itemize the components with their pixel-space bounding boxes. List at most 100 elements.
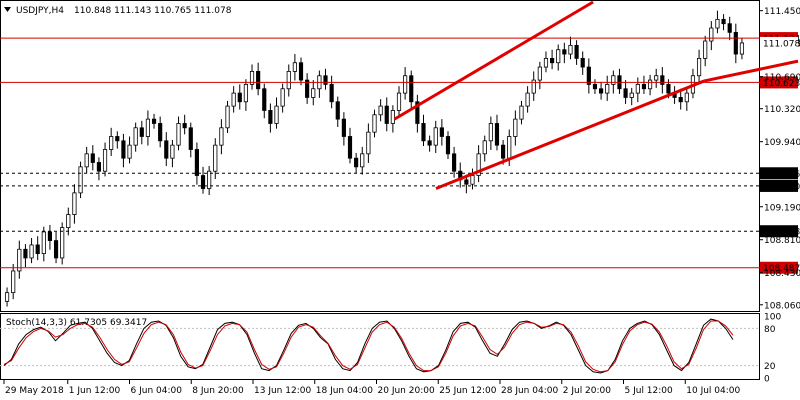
candle-body xyxy=(60,227,65,259)
candle xyxy=(347,127,353,164)
price-tick-label: 110.320 xyxy=(764,105,800,115)
candle-body xyxy=(200,175,206,189)
candle xyxy=(403,67,408,100)
level-price-tag xyxy=(760,225,798,238)
candle-body xyxy=(501,144,506,159)
candle-body xyxy=(513,118,518,137)
candle xyxy=(4,287,10,307)
candle-body xyxy=(611,75,616,85)
candle xyxy=(660,67,665,94)
time-tick-label: 8 Jun 20:00 xyxy=(192,386,244,396)
level-price-label: 109.430 xyxy=(763,182,800,192)
candle-body xyxy=(53,240,59,259)
candle xyxy=(329,75,334,109)
candle xyxy=(654,68,659,88)
time-tick-label: 6 Jun 04:00 xyxy=(131,386,183,396)
candle-body xyxy=(427,140,432,146)
candle xyxy=(17,240,22,279)
candle-body xyxy=(421,123,426,142)
candle xyxy=(84,146,89,174)
stoch-lines xyxy=(3,318,734,374)
candle-body xyxy=(525,92,530,107)
candle-body xyxy=(396,92,402,111)
price-tick-label: 109.190 xyxy=(764,203,800,213)
candle-body xyxy=(225,105,230,129)
candle-body xyxy=(35,244,40,255)
candle-body xyxy=(23,248,28,259)
candle xyxy=(580,51,585,75)
candle xyxy=(641,75,647,94)
candle xyxy=(415,94,420,133)
candle xyxy=(60,222,65,265)
candle-body xyxy=(476,153,481,176)
time-tick-label: 10 Jul 04:00 xyxy=(686,386,740,396)
stoch-title-text: Stoch(14,3,3) 61.7305 69.3417 xyxy=(6,318,147,328)
candle-body xyxy=(709,27,714,42)
candle-body xyxy=(556,49,561,64)
candle-body xyxy=(470,175,475,185)
dropdown-arrow-icon[interactable] xyxy=(4,7,11,12)
candle-body xyxy=(249,71,255,85)
symbol-label: USDJPY,H4 xyxy=(16,6,64,16)
candle xyxy=(543,51,549,73)
candle-body xyxy=(727,23,732,33)
candle xyxy=(519,100,524,125)
candle-body xyxy=(305,79,310,98)
candle xyxy=(733,23,738,64)
candle-body xyxy=(605,84,610,94)
candle-body xyxy=(531,79,536,94)
candle xyxy=(213,138,218,179)
candle xyxy=(182,114,187,135)
trendline-extension xyxy=(703,59,799,83)
time-axis: 29 May 2018 1 Jun 12:00 6 Jun 04:00 8 Jun 2… xyxy=(3,380,740,396)
stoch-line-signal xyxy=(3,320,734,373)
time-tick-label: 18 Jun 04:00 xyxy=(316,386,373,396)
stoch-title: Stoch(14,3,3) 61.7305 69.3417 xyxy=(6,318,147,328)
candle-body xyxy=(696,57,702,77)
candle-body xyxy=(158,123,163,142)
candle-body xyxy=(96,162,102,172)
candle-body xyxy=(311,88,316,98)
candle-body xyxy=(586,66,591,85)
level-price-label: 108.908 xyxy=(763,228,800,238)
candle xyxy=(256,62,261,96)
candle xyxy=(727,16,732,41)
candle-body xyxy=(635,84,640,94)
candle-body xyxy=(323,75,328,85)
candle-body xyxy=(654,75,659,81)
candle-body xyxy=(231,92,236,107)
candle-body xyxy=(647,79,653,90)
candle xyxy=(562,42,567,64)
candle xyxy=(574,40,579,65)
candle xyxy=(145,110,150,146)
candle xyxy=(513,110,518,146)
time-tick-label: 20 Jun 20:00 xyxy=(378,386,435,396)
candle-body xyxy=(494,123,500,146)
candle xyxy=(696,49,702,83)
candle-body xyxy=(580,57,585,68)
candle-body xyxy=(378,105,383,116)
level-price-tag xyxy=(760,179,798,192)
candle xyxy=(599,81,604,100)
candle xyxy=(243,79,248,111)
candle xyxy=(623,80,628,104)
candle xyxy=(715,10,720,34)
candle xyxy=(427,135,432,152)
candle xyxy=(286,64,291,97)
trendline-channel-lower xyxy=(435,79,705,190)
candle xyxy=(249,64,255,90)
candle-body xyxy=(268,110,273,124)
candle-body xyxy=(415,101,420,124)
candle-body xyxy=(78,166,83,194)
price-axis: 111.450 111.078 110.690 110.320 109.940 109.1… xyxy=(759,7,800,311)
candle-body xyxy=(537,66,542,81)
candle xyxy=(176,116,181,151)
candle-body xyxy=(439,127,444,137)
candle xyxy=(586,58,591,94)
candle xyxy=(115,131,120,149)
candle xyxy=(366,123,371,163)
candle-body xyxy=(372,114,377,133)
candle-body xyxy=(17,248,22,272)
level-price-tag xyxy=(760,167,798,180)
candle xyxy=(482,135,487,162)
